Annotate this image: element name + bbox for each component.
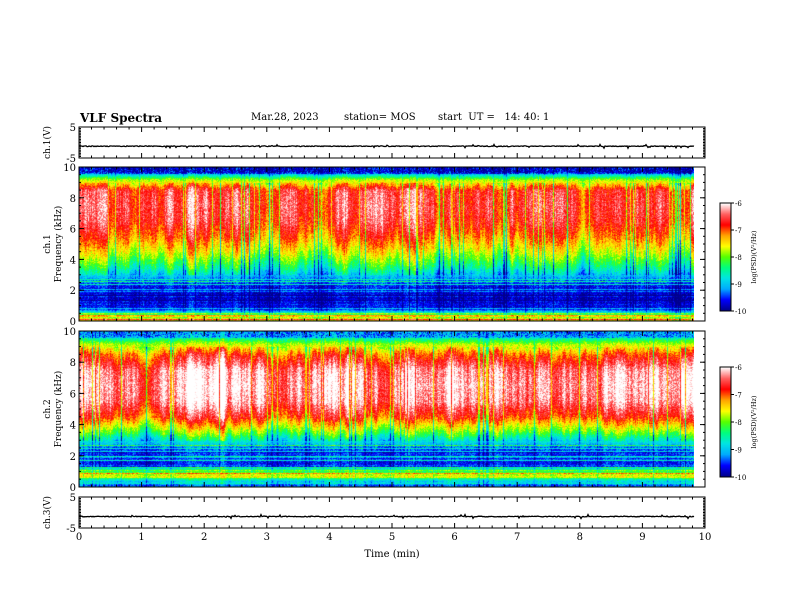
xtick-label: 4 bbox=[326, 532, 332, 543]
start-time-label: start UT = 14: 40: 1 bbox=[438, 112, 550, 123]
xtick-label: 7 bbox=[514, 532, 520, 543]
colorbar-ch2-tick-label: -8 bbox=[735, 419, 742, 427]
panel-ch1-spectrogram-ytick-label: 6 bbox=[70, 225, 76, 236]
colorbar-ch2-tick-label: -9 bbox=[735, 447, 742, 455]
figure-title: VLF Spectra bbox=[80, 111, 163, 125]
colorbar-ch2-tick-label: -6 bbox=[735, 364, 742, 372]
colorbar-ch1-tick-label: -6 bbox=[735, 200, 742, 208]
xtick-label: 2 bbox=[201, 532, 207, 543]
colorbar-ch1-tick-label: -7 bbox=[735, 227, 742, 235]
xaxis-label: Time (min) bbox=[364, 549, 419, 560]
colorbar-ch1-tick-label: -10 bbox=[735, 308, 746, 316]
panel-ch2-spectrogram-ytick-label: 8 bbox=[70, 358, 76, 369]
panel-ch1-waveform-ytick-label: -5 bbox=[66, 154, 76, 165]
panel-ch3-waveform-line bbox=[78, 513, 695, 520]
xtick-label: 9 bbox=[639, 532, 645, 543]
panel-ch1-waveform-ytick-label: 5 bbox=[70, 123, 76, 134]
xtick-label: 3 bbox=[264, 532, 270, 543]
station-label: station= MOS bbox=[344, 112, 416, 123]
panel-ch2-spectrogram-ytick-label: 10 bbox=[63, 327, 76, 338]
panel-ch1-spectrogram-ylabel: Frequency (kHz) bbox=[53, 206, 64, 283]
panel-ch1-waveform-ylabel: ch.1(V) bbox=[42, 126, 53, 159]
colorbar-ch2-tick-label: -10 bbox=[735, 474, 746, 482]
colorbar-ch1-tick-label: -8 bbox=[735, 254, 742, 262]
panel-ch1-spectrogram-ytick-label: 2 bbox=[70, 286, 76, 297]
panel-ch2-spectrogram-ytick-label: 0 bbox=[70, 483, 76, 494]
colorbar-ch1 bbox=[720, 203, 731, 311]
panel-ch3-waveform-ytick-label: -5 bbox=[66, 524, 76, 535]
panel-ch2-spectrogram-ylabel: Frequency (kHz) bbox=[53, 371, 64, 448]
xtick-label: 0 bbox=[76, 532, 82, 543]
colorbar-ch2 bbox=[720, 367, 731, 477]
panel-ch3-waveform-ytick-label: 5 bbox=[70, 493, 76, 504]
ch1-spectrogram-image bbox=[79, 167, 694, 321]
panel-ch2-spectrogram-ytick-label: 4 bbox=[70, 421, 76, 432]
colorbar-ch2-tick-label: -7 bbox=[735, 392, 742, 400]
xtick-label: 8 bbox=[577, 532, 583, 543]
ch2-spectrogram-image bbox=[79, 331, 694, 487]
panel-ch2-spectrogram-ytick-label: 6 bbox=[70, 389, 76, 400]
colorbar-ch1-tick-label: -9 bbox=[735, 281, 742, 289]
panel-ch1-spectrogram-ylabel: ch.1 bbox=[43, 234, 53, 253]
panel-ch1-spectrogram-ytick-label: 10 bbox=[63, 163, 76, 174]
panel-ch1-spectrogram-ytick-label: 8 bbox=[70, 194, 76, 205]
colorbar-ch1-label: log(PSD)(V²/Hz) bbox=[750, 230, 758, 283]
panel-ch2-spectrogram-ylabel: ch.2 bbox=[43, 399, 53, 418]
panel-ch1-waveform-line bbox=[78, 143, 695, 150]
xtick-label: 1 bbox=[138, 532, 144, 543]
panel-ch1-spectrogram-ytick-label: 0 bbox=[70, 317, 76, 328]
panel-ch2-spectrogram-ytick-label: 2 bbox=[70, 452, 76, 463]
date-label: Mar.28, 2023 bbox=[251, 112, 319, 123]
xtick-label: 10 bbox=[699, 532, 712, 543]
panel-ch1-spectrogram-ytick-label: 4 bbox=[70, 255, 76, 266]
xtick-label: 5 bbox=[389, 532, 395, 543]
xtick-label: 6 bbox=[451, 532, 457, 543]
panel-ch3-waveform-ylabel: ch.3(V) bbox=[42, 496, 53, 529]
colorbar-ch2-label: log(PSD)(V²/Hz) bbox=[750, 395, 758, 448]
